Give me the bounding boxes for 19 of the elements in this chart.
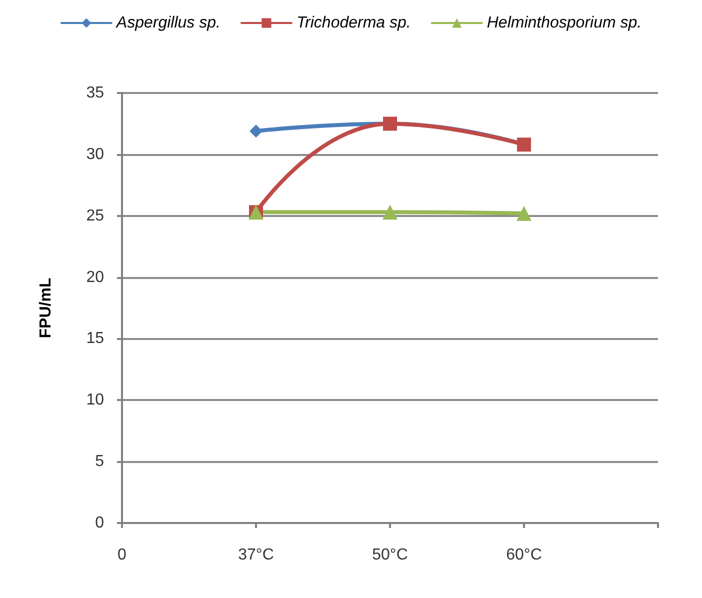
- point: [516, 206, 532, 221]
- y-tick-label: 20: [86, 268, 104, 286]
- y-tick-label: 15: [86, 330, 104, 348]
- legend-label: Aspergillus sp.: [115, 14, 220, 32]
- y-axis-title: FPU/mL: [38, 278, 54, 338]
- legend-label: Trichoderma sp.: [296, 14, 411, 32]
- y-tick-label: 10: [86, 392, 104, 409]
- x-tick-label: 0: [118, 546, 127, 564]
- point: [382, 204, 398, 220]
- y-tick-label: 5: [95, 453, 104, 470]
- y-tick-label: 30: [86, 146, 104, 163]
- point: [250, 124, 262, 138]
- y-tick-label: 35: [86, 84, 104, 102]
- y-tick-label: 0: [95, 514, 104, 532]
- x-tick-label: 60°C: [506, 546, 542, 564]
- y-tick-label: 25: [86, 207, 104, 224]
- legend-label: Helminthosporium sp.: [486, 14, 642, 32]
- x-tick-label: 50°C: [372, 546, 408, 564]
- x-tick-label: 37°C: [238, 546, 274, 564]
